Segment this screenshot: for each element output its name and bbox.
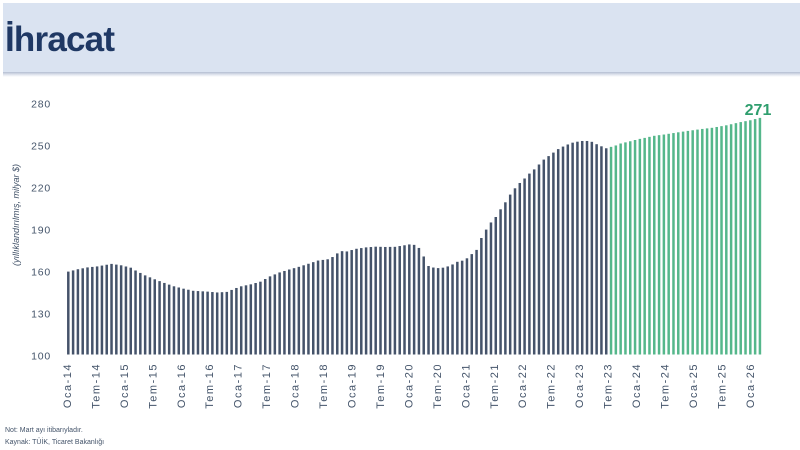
svg-text:Tem-16: Tem-16 <box>204 363 216 409</box>
svg-text:Oca-18: Oca-18 <box>290 363 302 408</box>
svg-text:130: 130 <box>31 308 51 320</box>
svg-text:Oca-14: Oca-14 <box>62 363 74 408</box>
svg-text:280: 280 <box>31 98 51 110</box>
svg-text:190: 190 <box>31 224 51 236</box>
svg-text:271: 271 <box>745 102 772 119</box>
svg-text:Tem-15: Tem-15 <box>147 363 159 409</box>
svg-text:Tem-22: Tem-22 <box>546 363 558 409</box>
svg-text:Tem-24: Tem-24 <box>659 363 671 409</box>
svg-text:Tem-18: Tem-18 <box>318 363 330 409</box>
svg-text:Oca-17: Oca-17 <box>233 363 245 408</box>
svg-text:Oca-25: Oca-25 <box>688 363 700 408</box>
svg-text:Oca-24: Oca-24 <box>631 363 643 408</box>
svg-text:250: 250 <box>31 140 51 152</box>
svg-text:Oca-23: Oca-23 <box>574 363 586 408</box>
svg-text:Oca-22: Oca-22 <box>517 363 529 408</box>
svg-text:100: 100 <box>31 350 51 362</box>
svg-text:Tem-20: Tem-20 <box>432 363 444 409</box>
svg-text:Tem-25: Tem-25 <box>716 363 728 409</box>
svg-text:Tem-17: Tem-17 <box>261 363 273 409</box>
svg-text:(yıllıklandırılmış, milyar $): (yıllıklandırılmış, milyar $) <box>11 164 21 266</box>
svg-text:Tem-19: Tem-19 <box>375 363 387 409</box>
svg-text:Oca-20: Oca-20 <box>403 363 415 408</box>
svg-text:Tem-21: Tem-21 <box>489 363 501 409</box>
svg-text:Oca-19: Oca-19 <box>347 363 359 408</box>
svg-text:Oca-26: Oca-26 <box>745 363 757 408</box>
svg-text:Tem-23: Tem-23 <box>603 363 615 409</box>
svg-text:Oca-21: Oca-21 <box>460 363 472 408</box>
svg-text:220: 220 <box>31 182 51 194</box>
svg-text:Oca-15: Oca-15 <box>119 363 131 408</box>
svg-text:Tem-14: Tem-14 <box>91 363 103 409</box>
svg-text:Oca-16: Oca-16 <box>176 363 188 408</box>
svg-text:160: 160 <box>31 266 51 278</box>
